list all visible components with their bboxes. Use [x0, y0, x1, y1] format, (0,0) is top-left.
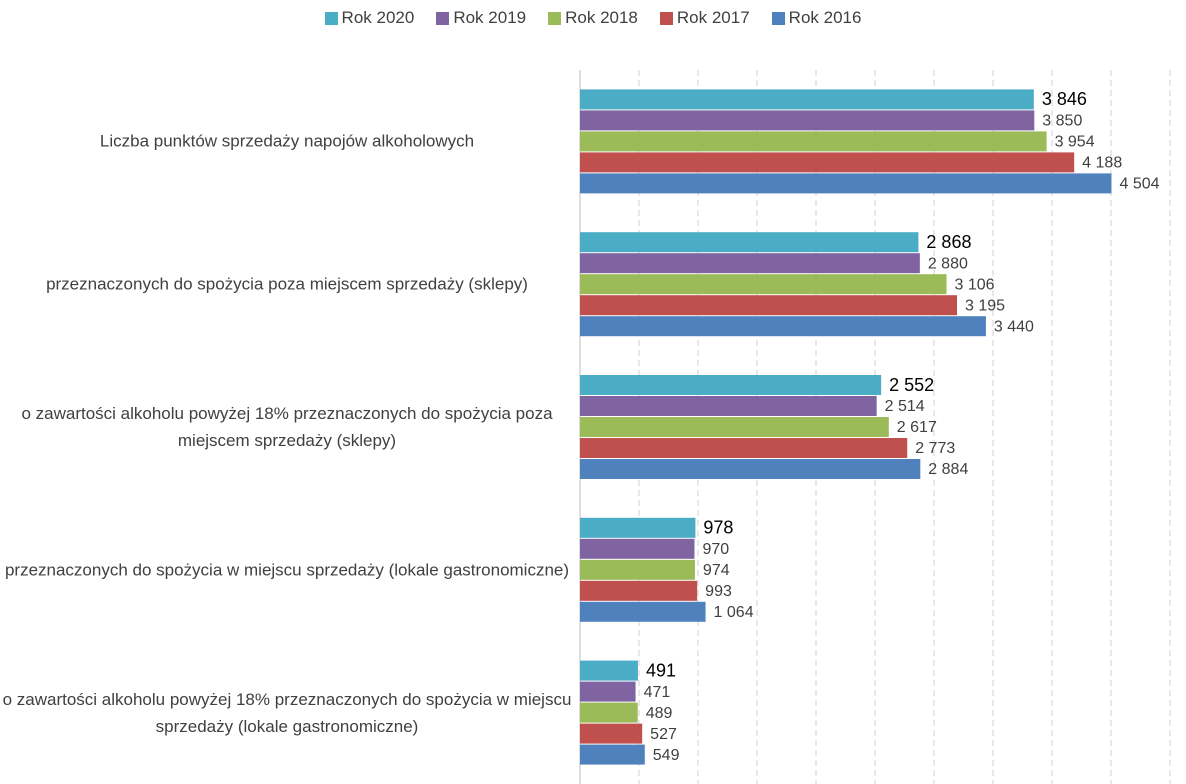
category-label: przeznaczonych do spożycia w miejscu spr…	[4, 560, 570, 580]
value-label: 3 195	[965, 297, 1005, 314]
bar	[580, 110, 1035, 131]
value-label: 489	[646, 705, 673, 722]
legend-swatch	[548, 11, 562, 25]
bar	[580, 173, 1112, 194]
value-label: 2 514	[885, 398, 925, 415]
bar	[580, 316, 986, 337]
value-label: 2 617	[897, 419, 937, 436]
value-label: 3 846	[1042, 89, 1087, 109]
legend-item: Rok 2020	[324, 8, 415, 28]
value-label: 3 106	[955, 276, 995, 293]
legend-item: Rok 2018	[548, 8, 638, 28]
bar	[580, 274, 947, 295]
bar	[580, 538, 695, 559]
bar	[580, 580, 698, 601]
category-label: o zawartości alkoholu powyżej 18% przezn…	[2, 689, 572, 736]
legend-swatch	[324, 11, 338, 25]
legend-item: Rok 2019	[436, 8, 526, 28]
value-label: 549	[653, 747, 680, 764]
value-label: 974	[703, 562, 730, 579]
bar	[580, 89, 1034, 110]
bar	[580, 253, 920, 274]
value-label: 2 884	[928, 461, 968, 478]
value-label: 2 880	[928, 255, 968, 272]
bar	[580, 375, 882, 395]
bar	[580, 232, 919, 253]
bar	[580, 660, 638, 681]
legend-label: Rok 2020	[341, 8, 415, 27]
bar	[580, 131, 1047, 152]
legend-label: Rok 2019	[453, 8, 527, 27]
value-label: 4 504	[1119, 176, 1159, 193]
value-label: 527	[650, 726, 677, 743]
value-label: 2 773	[915, 440, 955, 457]
legend-label: Rok 2017	[676, 8, 750, 27]
value-label: 2 868	[926, 232, 971, 252]
value-label: 3 850	[1042, 113, 1082, 130]
bar	[580, 459, 921, 479]
bar	[580, 295, 958, 316]
value-label: 3 954	[1055, 134, 1095, 151]
legend-swatch	[659, 11, 673, 25]
value-label: 491	[646, 660, 676, 680]
legend-item: Rok 2017	[659, 8, 750, 28]
bar	[580, 601, 706, 622]
bar	[580, 396, 877, 416]
bar	[580, 681, 636, 702]
legend-swatch	[771, 11, 785, 25]
bar	[580, 438, 908, 458]
bar	[580, 559, 695, 580]
value-label: 4 188	[1082, 155, 1122, 172]
value-label: 3 440	[994, 318, 1034, 335]
legend-item: Rok 2016	[771, 8, 862, 28]
legend-swatch	[436, 11, 450, 25]
value-label: 978	[703, 518, 733, 538]
bar	[580, 744, 645, 765]
bar	[580, 723, 643, 744]
legend-label: Rok 2016	[788, 8, 862, 27]
category-label: przeznaczonych do spożycia poza miejscem…	[46, 274, 528, 294]
category-label: Liczba punktów sprzedaży napojów alkohol…	[99, 131, 475, 151]
value-label: 993	[705, 583, 732, 600]
bar	[580, 417, 889, 437]
value-label: 970	[702, 541, 729, 558]
value-label: 471	[644, 684, 671, 701]
bar	[580, 152, 1075, 173]
bar	[580, 702, 638, 723]
category-label: o zawartości alkoholu powyżej 18% przezn…	[21, 404, 553, 450]
bar	[580, 517, 696, 538]
legend: Rok 2020 Rok 2019 Rok 2018 Rok 2017 Rok 2016	[0, 8, 1186, 28]
value-label: 1 064	[714, 604, 754, 621]
value-label: 2 552	[889, 375, 934, 395]
legend-label: Rok 2018	[565, 8, 638, 27]
